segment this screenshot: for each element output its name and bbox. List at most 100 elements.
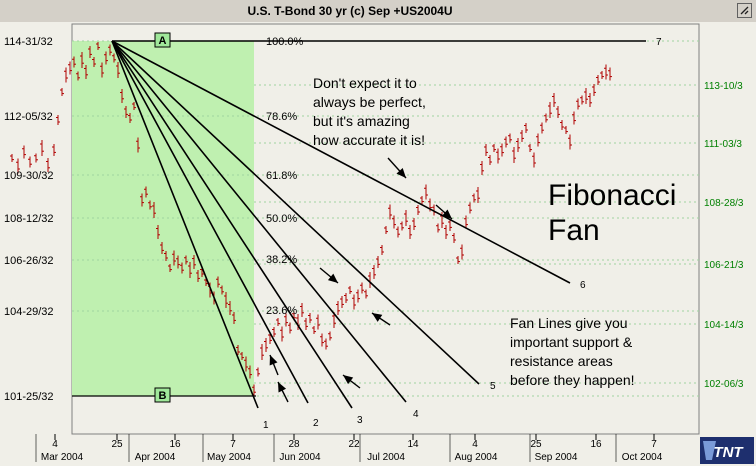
y-right-tick: 111-03/3 (704, 139, 742, 150)
candle (548, 102, 552, 118)
y-right-tick: 106-21/3 (704, 260, 744, 271)
candle (300, 303, 304, 317)
y-right-tick: 108-28/3 (704, 198, 744, 209)
fan-line-2 (111, 40, 309, 404)
candle (564, 126, 568, 134)
candle (124, 106, 128, 118)
candle (152, 202, 156, 218)
candle (600, 71, 604, 79)
candle (116, 62, 120, 78)
candle (92, 57, 96, 67)
fib-level-382: 38.2% (266, 254, 297, 266)
candle (392, 215, 396, 229)
candle (284, 313, 288, 327)
window-title: U.S. T-Bond 30 yr (c) Sep +US2004U (247, 4, 453, 18)
candle (232, 312, 236, 324)
candle (46, 158, 50, 172)
x-day-tick: 14 (407, 439, 419, 450)
fan-line-5 (111, 40, 480, 385)
price-chart: 114-31/32 112-05/32 109-30/32 108-12/32 106-… (0, 22, 756, 466)
candle (52, 144, 56, 156)
candle (588, 93, 592, 107)
resize-icon[interactable] (737, 3, 752, 18)
point-a-label: A (159, 35, 167, 47)
arrow-head (278, 382, 287, 393)
candle (176, 255, 180, 269)
fan-note-line-4: before they happen! (510, 372, 635, 388)
candle (224, 292, 228, 308)
note-line-2: always be perfect, (313, 94, 426, 110)
fan-line-1 (111, 40, 259, 409)
fan-line-3 (111, 40, 353, 409)
fan-line-4 (111, 40, 407, 403)
fan-label-5: 5 (490, 381, 496, 392)
candle (108, 44, 112, 56)
candle (244, 356, 248, 372)
fib-level-236: 23.6% (266, 305, 297, 317)
fan-label-7: 7 (656, 37, 662, 48)
candle (596, 75, 600, 85)
candle (500, 143, 504, 157)
candle (280, 326, 284, 342)
y-right-tick: 102-06/3 (704, 379, 744, 390)
candle (140, 193, 144, 207)
fan-label-2: 2 (313, 418, 319, 429)
candle (604, 64, 608, 80)
x-day-tick: 4 (52, 439, 58, 450)
candle (456, 256, 460, 264)
candle (404, 210, 408, 226)
x-month-label: Mar 2004 (41, 452, 84, 463)
y-left-tick: 114-31/32 (4, 36, 53, 48)
candle (120, 89, 124, 103)
x-day-tick: 25 (530, 439, 542, 450)
fan-label-1: 1 (263, 420, 269, 431)
arrow-head (327, 273, 338, 283)
y-right-tick: 113-10/3 (704, 81, 743, 92)
candle (68, 61, 72, 75)
candle (276, 318, 280, 326)
arrow-head (396, 168, 406, 178)
candle (28, 156, 32, 168)
candle (216, 276, 220, 288)
x-month-label: Aug 2004 (455, 452, 498, 463)
candle (136, 137, 140, 153)
candle (228, 301, 232, 315)
candle (188, 262, 192, 278)
candle (400, 221, 404, 231)
candle (240, 352, 244, 360)
y-left-tick: 104-29/32 (4, 306, 54, 318)
candle (544, 113, 548, 123)
arrow-head (372, 313, 383, 322)
candle (376, 256, 380, 268)
candle (272, 327, 276, 337)
candle (112, 53, 116, 63)
fan-note-line-3: resistance areas (510, 353, 613, 369)
candle (260, 344, 264, 360)
candle (22, 145, 26, 159)
candle (388, 204, 392, 220)
candle (408, 225, 412, 239)
candle (576, 98, 580, 110)
arrow-head (269, 355, 278, 366)
candle (10, 154, 14, 162)
y-left-tick: 112-05/32 (4, 111, 53, 123)
tnt-logo: TNT (700, 437, 754, 464)
candle (560, 120, 564, 130)
candle (584, 88, 588, 104)
fibonacci-title-1: Fibonacci (548, 179, 676, 212)
fib-level-100: 100.0% (266, 36, 304, 48)
candle (236, 345, 240, 355)
candle (64, 67, 68, 83)
candle (60, 88, 64, 96)
candle (420, 196, 424, 204)
x-day-tick: 28 (288, 439, 300, 450)
candle (380, 245, 384, 255)
candle (196, 270, 200, 282)
candle (132, 102, 136, 110)
note-line-3: but it's amazing (313, 113, 410, 129)
candle (288, 322, 292, 334)
candle (416, 205, 420, 215)
candle (104, 51, 108, 65)
x-month-label: May 2004 (207, 452, 251, 463)
